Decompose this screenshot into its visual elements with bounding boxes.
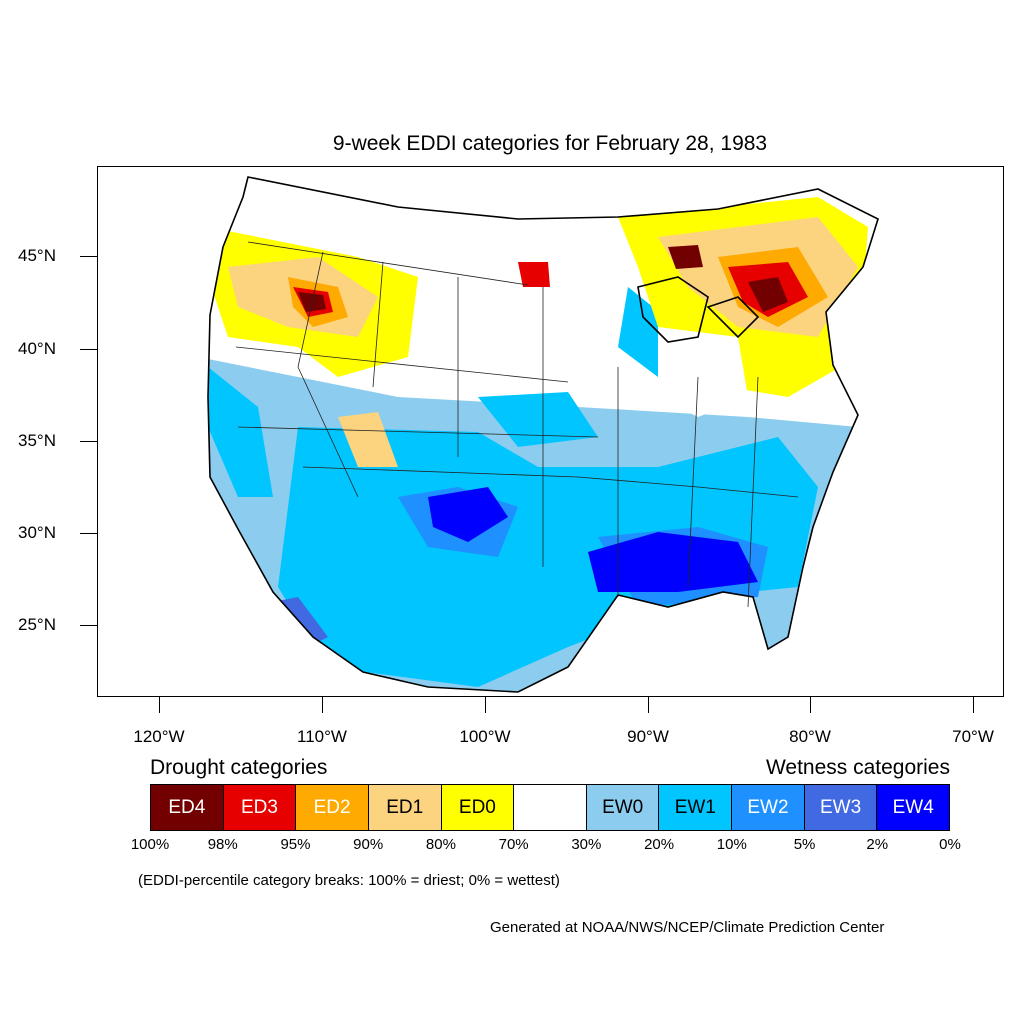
- lat-tick: [80, 441, 97, 442]
- lon-tick: [159, 697, 160, 713]
- legend-box-ew2: EW2: [732, 785, 805, 830]
- legend-box-ew3: EW3: [804, 785, 878, 830]
- credit-line: Generated at NOAA/NWS/NCEP/Climate Predi…: [490, 919, 885, 936]
- legend-break-label: 70%: [498, 836, 529, 853]
- legend-break-label: 90%: [353, 836, 384, 853]
- legend-box-ew4: EW4: [877, 785, 950, 830]
- lat-tick: [80, 256, 97, 257]
- legend-box-ed3: ED3: [223, 785, 297, 830]
- legend-box-ed4: ED4: [151, 785, 224, 830]
- lat-tick: [80, 533, 97, 534]
- lon-tick: [485, 697, 486, 713]
- lon-label-100: 100°W: [459, 727, 511, 746]
- drought-heading: Drought categories: [150, 756, 328, 779]
- lat-tick: [80, 349, 97, 350]
- legend-box-ed2: ED2: [296, 785, 369, 830]
- wetness-heading: Wetness categories: [765, 756, 950, 779]
- map-canvas: [207, 176, 879, 693]
- legend-box-ew1: EW1: [659, 785, 733, 830]
- lat-tick: [80, 625, 97, 626]
- legend-break-label: 30%: [571, 836, 602, 853]
- legend-break-label: 100%: [130, 836, 170, 853]
- coastlines: [207, 176, 879, 693]
- state-borders: [235, 241, 799, 608]
- legend-break-label: 80%: [425, 836, 456, 853]
- category-fill: [208, 177, 878, 692]
- lon-tick: [973, 697, 974, 713]
- lat-label-45: 45°N: [18, 246, 56, 265]
- lat-label-25: 25°N: [18, 615, 56, 634]
- lon-label-110: 110°W: [297, 727, 347, 746]
- lat-label-35: 35°N: [18, 431, 56, 450]
- legend-box-ew0: EW0: [586, 785, 660, 830]
- lon-label-120: 120°W: [133, 727, 185, 746]
- legend-break-label: 2%: [866, 836, 889, 853]
- category-legend: ED4 ED3 ED2 ED1 ED0 EW0 EW1 EW2 EW3 EW4: [150, 784, 950, 831]
- lon-tick: [648, 697, 649, 713]
- legend-break-label: 0%: [939, 836, 961, 853]
- lat-label-40: 40°N: [18, 339, 56, 358]
- lon-tick: [322, 697, 323, 713]
- lat-label-30: 30°N: [18, 523, 56, 542]
- legend-box-ed0: ED0: [441, 785, 515, 830]
- map-title: 9-week EDDI categories for February 28, …: [332, 132, 768, 155]
- legend-box-normal: [514, 785, 587, 830]
- legend-break-label: 95%: [280, 836, 311, 853]
- lon-label-90: 90°W: [627, 727, 669, 746]
- legend-break-label: 10%: [716, 836, 747, 853]
- lon-label-70: 70°W: [952, 727, 994, 746]
- legend-box-ed1: ED1: [368, 785, 442, 830]
- eddi-map: [97, 166, 1004, 697]
- lon-tick: [810, 697, 811, 713]
- legend-break-label: 5%: [793, 836, 816, 853]
- category-note: (EDDI-percentile category breaks: 100% =…: [138, 872, 560, 889]
- legend-break-label: 98%: [207, 836, 238, 853]
- legend-break-label: 20%: [644, 836, 675, 853]
- lon-label-80: 80°W: [789, 727, 831, 746]
